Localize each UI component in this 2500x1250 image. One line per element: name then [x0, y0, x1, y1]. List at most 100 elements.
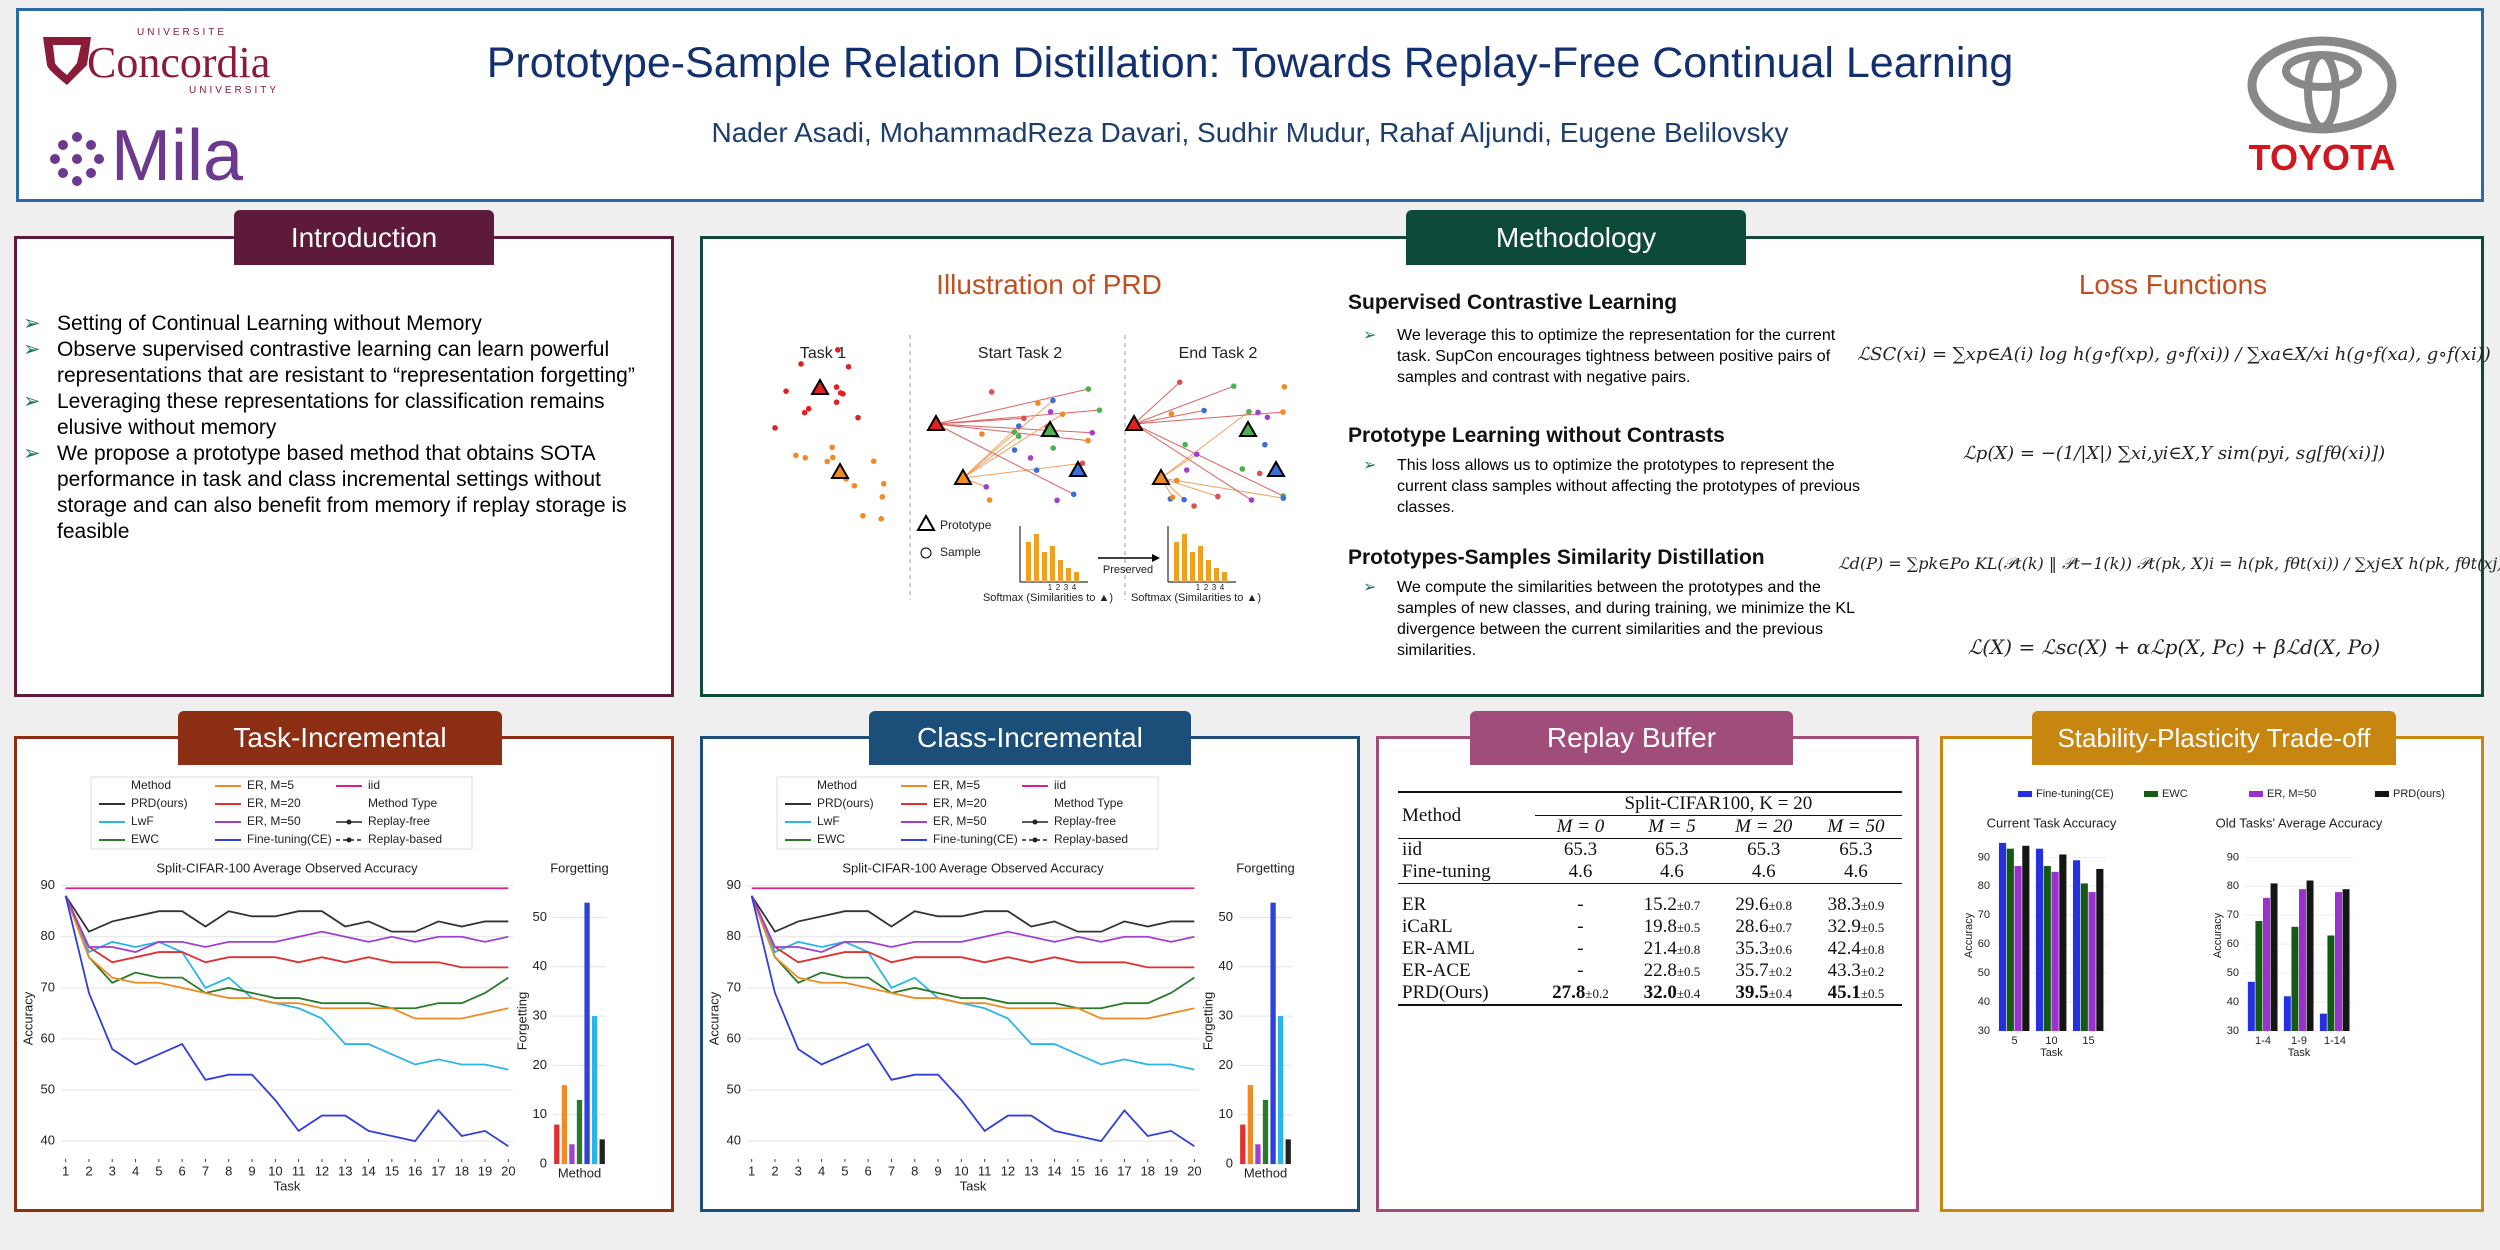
row-label: ER-ACE [1402, 959, 1471, 981]
introduction-panel: Setting of Continual Learning without Me… [14, 236, 674, 697]
bullet: This loss allows us to optimize the prot… [1363, 455, 1868, 518]
cell-value: 45.1 [1827, 981, 1861, 1003]
cell-error: ±0.5 [1676, 919, 1701, 935]
cell-value: 65.3 [1839, 839, 1873, 860]
mila-dots [50, 132, 104, 186]
table-cell: 4.6 [1626, 861, 1717, 884]
section-title: Stability-Plasticity Trade-off [2032, 711, 2396, 765]
cell-value: 19.8 [1643, 915, 1677, 937]
column-header: M = 20 [1735, 816, 1793, 837]
table-cell: 65.3 [1810, 839, 1902, 862]
concordia-bottom: UNIVERSITY [189, 85, 280, 96]
dots [50, 132, 104, 186]
formula: ℒ(X) = ℒsc(X) + αℒp(X, Pc) + βℒd(X, Po) [1967, 635, 2381, 659]
class-incremental-panel [700, 736, 1360, 1212]
table-cell: 28.6±0.7 [1718, 916, 1810, 938]
table-cell: - [1535, 884, 1626, 916]
dot [94, 154, 104, 164]
mila-wordmark: Mila [111, 116, 244, 196]
intro-bullets: Setting of Continual Learning without Me… [23, 311, 643, 545]
header-row: M = 0 M = 5 M = 20 M = 50 [1398, 816, 1902, 839]
table-cell: 4.6 [1718, 861, 1810, 884]
table-cell: 15.2±0.7 [1626, 884, 1717, 916]
table-cell: 43.3±0.2 [1810, 960, 1902, 982]
subsection-heading: Supervised Contrastive Learning [1348, 291, 1678, 314]
cell-value: 42.4 [1827, 937, 1861, 959]
cell-error: ±0.7 [1768, 919, 1793, 935]
table-cell: - [1535, 938, 1626, 960]
cell-value: - [1577, 915, 1584, 937]
dot [58, 140, 68, 150]
concordia-top: UNIVERSITE [137, 27, 228, 38]
cell-value: 4.6 [1568, 861, 1593, 882]
cell-error: ±0.4 [1676, 985, 1701, 1001]
section-title: Class-Incremental [869, 711, 1191, 765]
table-cell: 32.0±0.4 [1626, 982, 1717, 1005]
table-cell: - [1535, 960, 1626, 982]
cell-value: - [1577, 959, 1584, 981]
authors: Nader Asadi, MohammadReza Davari, Sudhir… [711, 117, 1789, 148]
bullet: We propose a prototype based method that… [23, 441, 643, 545]
toyota-wordmark: TOYOTA [2248, 137, 2396, 178]
cell-error: ±0.5 [1860, 985, 1885, 1001]
cell-value: 65.3 [1747, 839, 1781, 860]
cell-value: 27.8 [1552, 981, 1586, 1003]
subsection-heading: Prototype Learning without Contrasts [1348, 424, 1725, 447]
methodology-panel: Supervised Contrastive Learning We lever… [700, 236, 2500, 697]
section-title: Introduction [234, 210, 494, 265]
table-cell: 35.3±0.6 [1718, 938, 1810, 960]
method-bullets: We compute the similarities between the … [1363, 577, 1868, 661]
row-label: Fine-tuning [1402, 861, 1491, 882]
row-label: ER-AML [1402, 937, 1475, 959]
cell-value: 35.3 [1735, 937, 1769, 959]
cell-error: ±0.8 [1676, 941, 1701, 957]
cell-value: 65.3 [1655, 839, 1689, 860]
section-title: Methodology [1406, 210, 1746, 265]
cell-value: 29.6 [1735, 893, 1769, 915]
task-incremental-panel [14, 736, 674, 1212]
cell-error: ±0.2 [1860, 963, 1885, 979]
cell-value: 28.6 [1735, 915, 1769, 937]
cell-value: - [1577, 893, 1584, 915]
table-cell: 42.4±0.8 [1810, 938, 1902, 960]
ring [2304, 51, 2340, 131]
column-header: M = 0 [1556, 816, 1605, 837]
poster-title: Prototype-Sample Relation Distillation: … [486, 39, 2014, 87]
table-cell: 65.3 [1626, 839, 1717, 862]
cell-error: ±0.9 [1860, 897, 1885, 913]
cell-value: 65.3 [1563, 839, 1598, 860]
bullet: Setting of Continual Learning without Me… [23, 311, 643, 337]
table-cell: 39.5±0.4 [1718, 982, 1810, 1005]
dot [86, 168, 96, 178]
cell-error: ±0.8 [1768, 897, 1793, 913]
row-label: ER [1402, 893, 1427, 915]
cell-value: 39.5 [1735, 981, 1769, 1003]
column-header: M = 50 [1827, 816, 1885, 837]
table-cell: 35.7±0.2 [1718, 960, 1810, 982]
cell-error: ±0.6 [1768, 941, 1793, 957]
table-cell: 29.6±0.8 [1718, 884, 1810, 916]
shield-inner [53, 45, 81, 75]
table-row: iCaRL -19.8±0.5 28.6±0.7 32.9±0.5 [1398, 916, 1902, 938]
cell-value: 4.6 [1844, 861, 1868, 882]
method-bullets: This loss allows us to optimize the prot… [1363, 455, 1868, 518]
column-header: M = 5 [1648, 816, 1696, 837]
table-row: ER -15.2±0.7 29.6±0.8 38.3±0.9 [1398, 884, 1902, 916]
cell-error: ±0.2 [1585, 985, 1609, 1001]
table-row: ER-AML -21.4±0.8 35.3±0.6 42.4±0.8 [1398, 938, 1902, 960]
header: Prototype-Sample Relation Distillation: … [16, 8, 2484, 202]
section-title: Task-Incremental [178, 711, 502, 765]
bullet: We compute the similarities between the … [1363, 577, 1868, 661]
row-label: iCaRL [1402, 915, 1453, 937]
toyota-emblem [2247, 36, 2397, 134]
cell-error: ±0.8 [1860, 941, 1885, 957]
cell-value: 32.9 [1827, 915, 1861, 937]
dot [50, 154, 60, 164]
cell-error: ±0.5 [1860, 919, 1885, 935]
bullet: We leverage this to optimize the represe… [1363, 325, 1868, 388]
stability-panel [1940, 736, 2484, 1212]
cell-value: 38.3 [1827, 893, 1861, 915]
formula: ℒSC(xi) = ∑xp∈A(i) log h(g∘f(xp), g∘f(xi… [1857, 344, 2491, 365]
formula: ℒd(P) = ∑pk∈Po KL(𝒫t(k) ‖ 𝒫t−1(k)) 𝒫t(pk… [1838, 554, 2500, 573]
